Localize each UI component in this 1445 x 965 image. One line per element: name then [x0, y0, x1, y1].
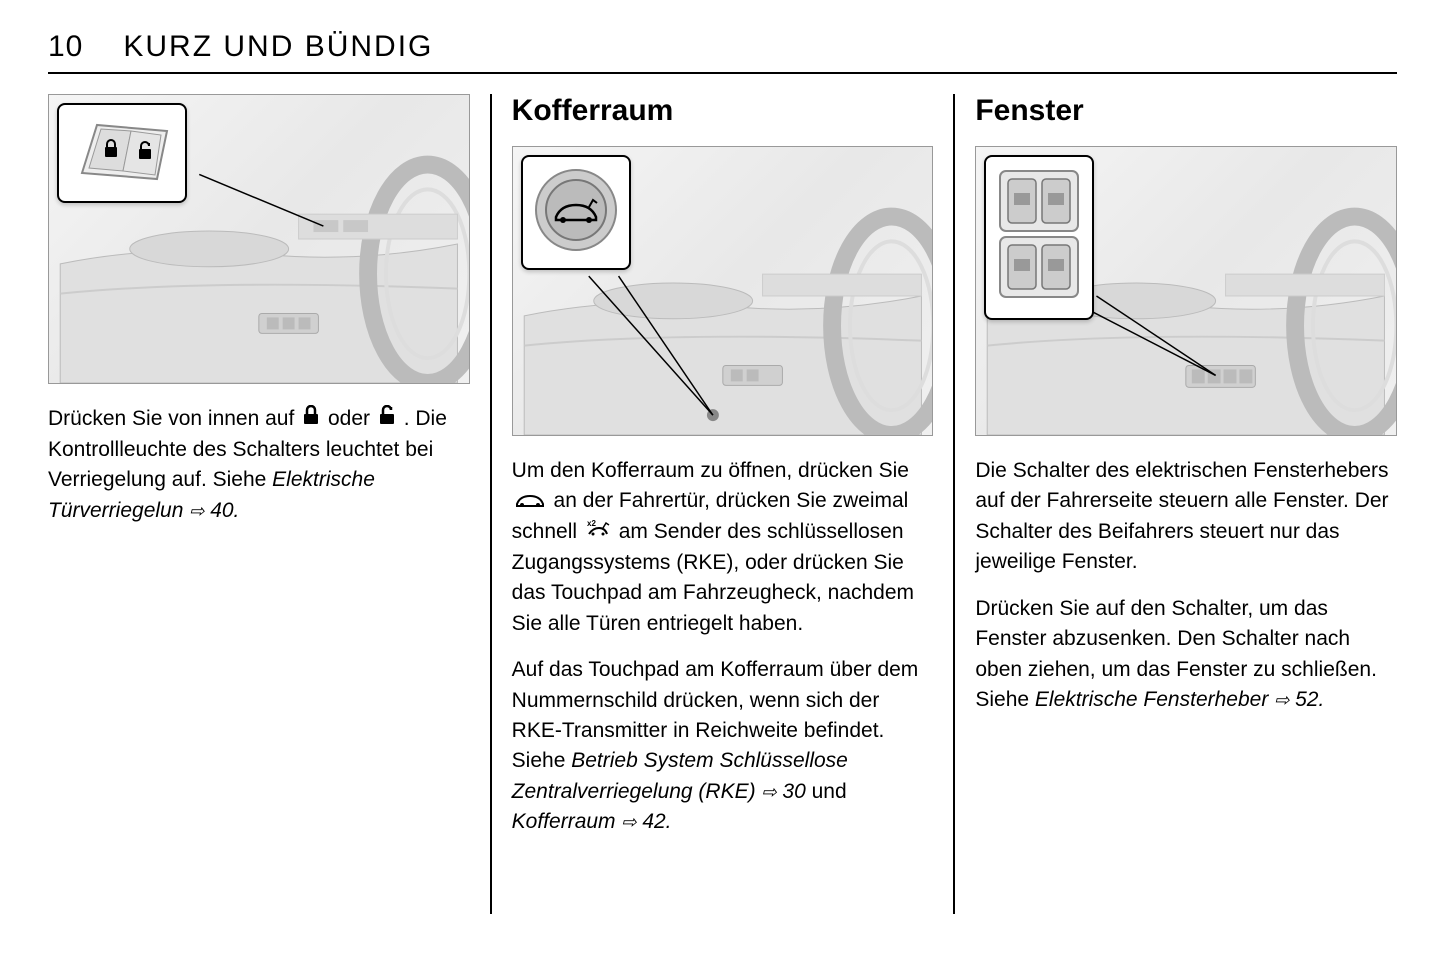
cross-reference: Kofferraum ⇨ 42. — [512, 810, 672, 833]
chapter-title: KURZ UND BÜNDIG — [123, 30, 433, 64]
ref-arrow-icon: ⇨ — [761, 779, 776, 805]
column-1: Drücken Sie von innen auf oder . Die Kon… — [48, 94, 490, 914]
text: und — [812, 780, 847, 803]
cross-reference: Elektrische Fensterheber ⇨ 52. — [1035, 688, 1324, 711]
column-3: Fenster — [955, 94, 1397, 914]
text: Drücken Sie von innen auf — [48, 407, 300, 430]
door-lock-illustration — [48, 94, 470, 384]
column-2: Kofferraum — [492, 94, 954, 914]
trunk-button-illustration — [512, 146, 934, 436]
ref-page: 52. — [1295, 688, 1324, 711]
ref-title: Kofferraum — [512, 810, 616, 833]
col2-paragraph-1: Um den Kofferraum zu öffnen, drücken Sie… — [512, 456, 934, 639]
ref-arrow-icon: ⇨ — [1274, 687, 1289, 713]
ref-page: 40. — [210, 499, 239, 522]
window-switches-illustration — [975, 146, 1397, 436]
section-heading-kofferraum: Kofferraum — [512, 94, 934, 128]
ref-title: Elektrische Fensterheber — [1035, 688, 1268, 711]
lock-closed-icon — [302, 404, 320, 434]
page-number: 10 — [48, 30, 83, 64]
remote-trunk-icon: x2 — [585, 517, 611, 547]
lock-open-icon — [378, 404, 396, 434]
col2-paragraph-2: Auf das Touchpad am Kofferraum über dem … — [512, 655, 934, 838]
ref-page: 30 — [782, 780, 805, 803]
ref-arrow-icon: ⇨ — [189, 498, 204, 524]
page-header: 10 KURZ UND BÜNDIG — [48, 30, 1397, 74]
ref-page: 42. — [642, 810, 671, 833]
svg-text:x2: x2 — [587, 519, 596, 528]
col3-paragraph-2: Drücken Sie auf den Schalter, um das Fen… — [975, 594, 1397, 716]
car-trunk-icon — [514, 487, 546, 517]
text: oder — [328, 407, 376, 430]
ref-arrow-icon: ⇨ — [621, 809, 636, 835]
trunk-button-inset — [521, 155, 631, 270]
window-switches-inset — [984, 155, 1094, 320]
content-columns: Drücken Sie von innen auf oder . Die Kon… — [48, 94, 1397, 914]
col3-paragraph-1: Die Schalter des elektrischen Fensterheb… — [975, 456, 1397, 578]
lock-switch-inset — [57, 103, 187, 203]
section-heading-fenster: Fenster — [975, 94, 1397, 128]
col1-paragraph-1: Drücken Sie von innen auf oder . Die Kon… — [48, 404, 470, 526]
text: Um den Kofferraum zu öffnen, drücken Sie — [512, 459, 909, 482]
